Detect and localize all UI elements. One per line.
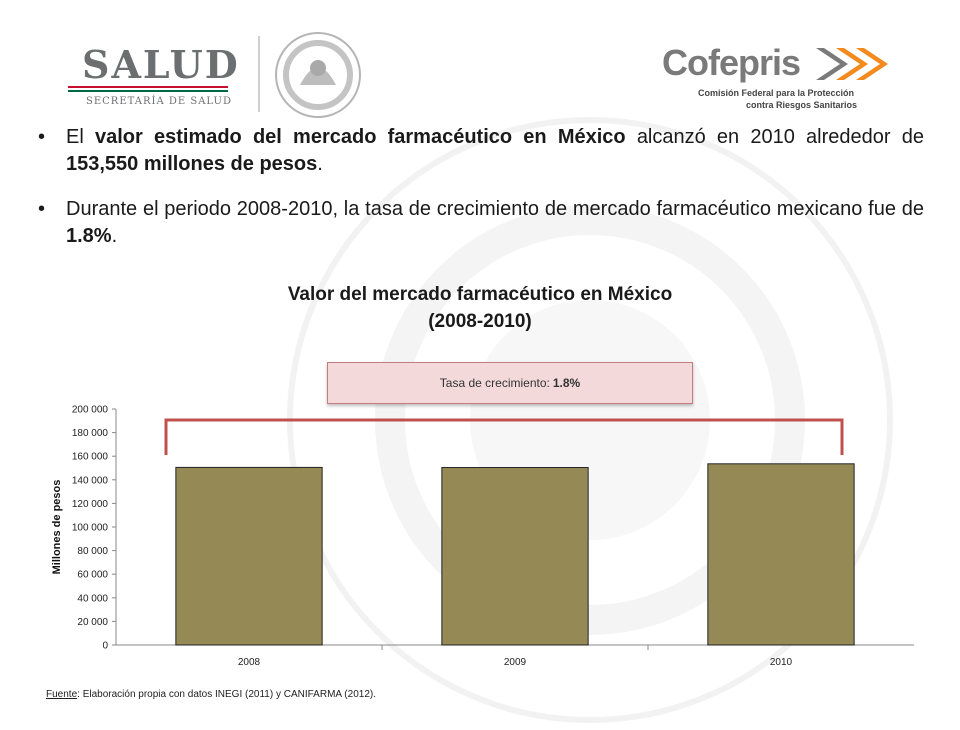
y-tick-label: 200 000 — [72, 405, 109, 416]
bullet-text: alcanzó en 2010 alrededor de — [625, 126, 924, 148]
y-tick-label: 0 — [102, 641, 108, 652]
growth-rate-annotation: Tasa de crecimiento: 1.8% — [327, 362, 693, 404]
cofepris-logo-line1: Comisión Federal para la Protección — [698, 88, 855, 98]
growth-rate-label: Tasa de crecimiento: — [439, 376, 550, 390]
header: SALUD SECRETARÍA DE SALUD Cofepris Comis… — [0, 0, 960, 120]
chart-title: Valor del mercado farmacéutico en México — [287, 284, 673, 305]
x-tick-label: 2009 — [504, 657, 527, 668]
salud-logo-subtitle: SECRETARÍA DE SALUD — [86, 96, 232, 107]
y-tick-label: 120 000 — [72, 499, 109, 510]
y-axis-label: Millones de pesos — [51, 480, 63, 575]
source-note: Fuente: Elaboración propia con datos INE… — [46, 689, 376, 700]
cofepris-logo: Cofepris Comisión Federal para la Protec… — [662, 42, 892, 122]
bar-2009 — [441, 467, 589, 646]
y-tick-label: 80 000 — [77, 546, 108, 557]
source-label: Fuente — [46, 689, 78, 700]
bullet-text-bold: valor estimado del mercado farmacéutico … — [94, 126, 626, 148]
bullet-text: . — [111, 225, 118, 247]
y-tick-label: 40 000 — [77, 593, 108, 604]
salud-logo-word: SALUD — [82, 42, 240, 87]
bullet-list: El valor estimado del mercado farmacéuti… — [38, 124, 924, 268]
salud-logo-green-line — [68, 90, 228, 92]
cofepris-logo-line2: contra Riesgos Sanitarios — [746, 100, 858, 110]
bullet-item: Durante el periodo 2008-2010, la tasa de… — [38, 196, 924, 250]
bar-2010 — [707, 463, 855, 646]
source-text: : Elaboración propia con datos INEGI (20… — [77, 689, 376, 700]
y-tick-label: 180 000 — [72, 428, 109, 439]
y-tick-label: 100 000 — [72, 523, 109, 534]
bullet-text: . — [317, 153, 323, 175]
arrow-chevrons-icon — [816, 48, 888, 80]
bar-2008 — [175, 466, 323, 646]
salud-logo-red-line — [68, 86, 228, 88]
bullet-text-bold: 153,550 millones de pesos — [66, 153, 318, 175]
x-tick-label: 2010 — [770, 657, 793, 668]
y-tick-label: 20 000 — [77, 617, 108, 628]
header-divider — [258, 36, 260, 112]
growth-rate-value: 1.8% — [552, 376, 581, 390]
bullet-item: El valor estimado del mercado farmacéuti… — [38, 124, 924, 178]
x-tick-label: 2008 — [238, 657, 261, 668]
growth-bracket — [164, 418, 844, 455]
bullet-text: Durante el periodo 2008-2010, la tasa de… — [66, 198, 924, 220]
bullet-text-bold: 1.8% — [66, 225, 112, 247]
cofepris-logo-word: Cofepris — [662, 42, 801, 83]
y-tick-label: 60 000 — [77, 570, 108, 581]
y-tick-label: 160 000 — [72, 452, 109, 463]
mexico-seal-icon — [275, 32, 361, 118]
bullet-text: El — [66, 126, 95, 148]
chart-subtitle: (2008-2010) — [428, 311, 532, 332]
y-tick-label: 140 000 — [72, 475, 109, 486]
salud-logo: SALUD SECRETARÍA DE SALUD — [68, 40, 238, 110]
